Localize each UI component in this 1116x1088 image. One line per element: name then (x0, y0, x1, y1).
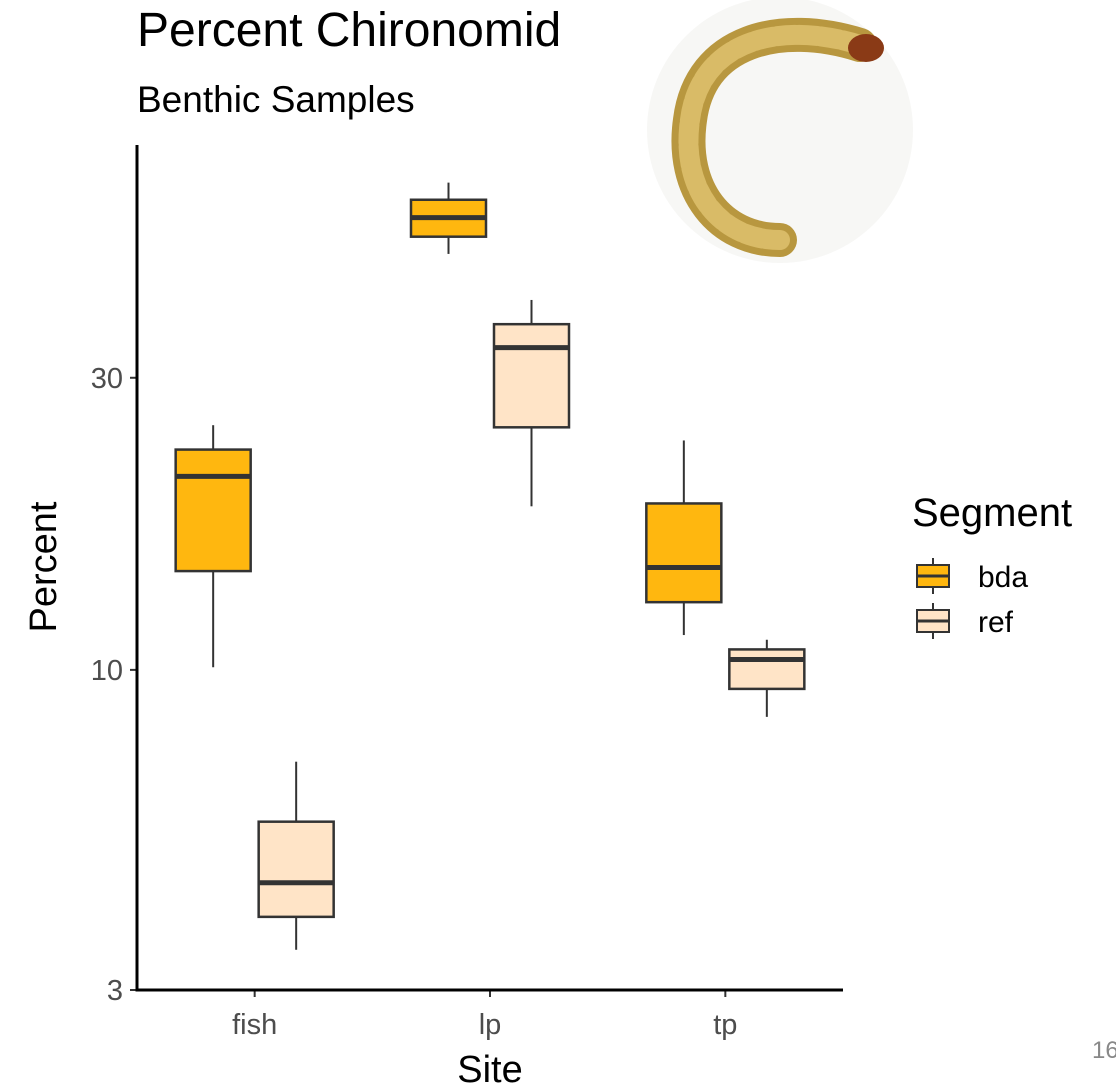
y-tick-label: 30 (91, 363, 123, 395)
y-tick-label: 10 (91, 655, 123, 687)
box (257, 820, 335, 919)
chart-title: Percent Chironomid (137, 4, 561, 57)
box (492, 322, 571, 429)
x-axis-title: Site (457, 1049, 522, 1088)
chart-subtitle: Benthic Samples (137, 79, 415, 120)
page-number: 16 (1092, 1037, 1116, 1064)
legend-title: Segment (912, 491, 1072, 535)
y-tick-label: 3 (107, 975, 123, 1007)
x-tick-label: tp (713, 1009, 737, 1041)
legend-label: bda (978, 561, 1028, 594)
box (728, 648, 806, 691)
larva-illustration (647, 0, 913, 263)
box (645, 502, 723, 604)
x-tick-label: lp (479, 1009, 502, 1041)
legend-label: ref (978, 606, 1014, 639)
box (174, 448, 252, 573)
y-axis-title: Percent (23, 501, 65, 632)
x-tick-label: fish (232, 1009, 277, 1041)
